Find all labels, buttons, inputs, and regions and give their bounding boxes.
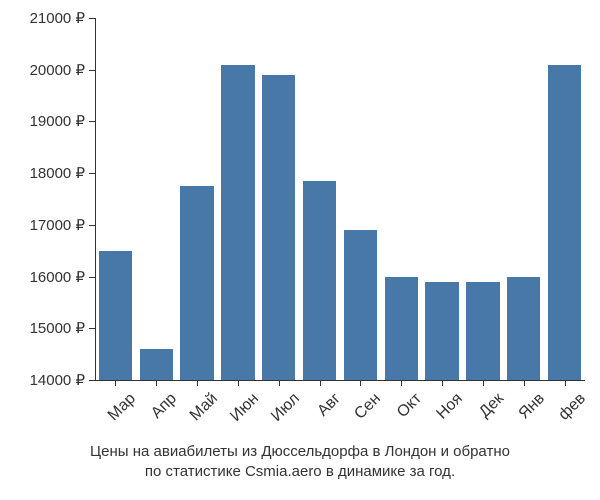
x-tick-mark bbox=[360, 380, 361, 386]
y-tick-label: 21000 ₽ bbox=[30, 9, 85, 27]
bar bbox=[425, 282, 458, 380]
x-tick-mark bbox=[565, 380, 566, 386]
x-tick-label: Сен bbox=[337, 390, 385, 438]
x-tick-mark bbox=[156, 380, 157, 386]
price-bar-chart: 14000 ₽ 15000 ₽ 16000 ₽ 17000 ₽ 18000 ₽ 19000… bbox=[0, 0, 600, 500]
x-tick-mark bbox=[401, 380, 402, 386]
bar bbox=[180, 186, 213, 380]
x-axis-line bbox=[95, 380, 585, 381]
y-tick-label: 19000 ₽ bbox=[30, 112, 85, 130]
bar bbox=[262, 75, 295, 380]
x-tick-mark bbox=[320, 380, 321, 386]
y-axis: 14000 ₽15000 ₽16000 ₽17000 ₽18000 ₽19000… bbox=[0, 18, 95, 380]
bar bbox=[344, 230, 377, 380]
x-tick-mark bbox=[483, 380, 484, 386]
x-tick-label: Июл bbox=[255, 390, 303, 438]
bar bbox=[99, 251, 132, 380]
x-tick-label: Апр bbox=[133, 390, 181, 438]
x-tick-mark bbox=[279, 380, 280, 386]
x-tick-label: Июн bbox=[215, 390, 263, 438]
x-tick-label: фев bbox=[541, 390, 589, 438]
y-tick-label: 16000 ₽ bbox=[30, 268, 85, 286]
x-tick-label: Окт bbox=[378, 390, 426, 438]
x-tick-label: Дек bbox=[460, 390, 508, 438]
bar bbox=[548, 65, 581, 380]
y-tick-label: 15000 ₽ bbox=[30, 319, 85, 337]
x-tick-mark bbox=[442, 380, 443, 386]
x-tick-mark bbox=[197, 380, 198, 386]
x-tick-label: Мар bbox=[92, 390, 140, 438]
x-tick-label: Май bbox=[174, 390, 222, 438]
y-tick-label: 18000 ₽ bbox=[30, 164, 85, 182]
caption-line-1: Цены на авиабилеты из Дюссельдорфа в Лон… bbox=[90, 443, 510, 460]
caption-line-2: по статистике Csmia.aero в динамике за г… bbox=[145, 463, 455, 480]
bars-container bbox=[95, 18, 585, 380]
bar bbox=[221, 65, 254, 380]
x-axis: МарАпрМайИюнИюлАвгСенОктНояДекЯнвфев bbox=[95, 384, 585, 444]
x-tick-mark bbox=[524, 380, 525, 386]
plot-area bbox=[95, 18, 585, 380]
y-tick-mark bbox=[89, 380, 95, 381]
x-tick-label: Ноя bbox=[419, 390, 467, 438]
bar bbox=[303, 181, 336, 380]
y-tick-label: 20000 ₽ bbox=[30, 61, 85, 79]
chart-caption: Цены на авиабилеты из Дюссельдорфа в Лон… bbox=[0, 442, 600, 483]
x-tick-label: Янв bbox=[500, 390, 548, 438]
bar bbox=[385, 277, 418, 380]
x-tick-mark bbox=[238, 380, 239, 386]
bar bbox=[507, 277, 540, 380]
bar bbox=[466, 282, 499, 380]
bar bbox=[140, 349, 173, 380]
x-tick-label: Авг bbox=[296, 390, 344, 438]
x-tick-mark bbox=[115, 380, 116, 386]
y-tick-label: 17000 ₽ bbox=[30, 216, 85, 234]
y-tick-label: 14000 ₽ bbox=[30, 371, 85, 389]
